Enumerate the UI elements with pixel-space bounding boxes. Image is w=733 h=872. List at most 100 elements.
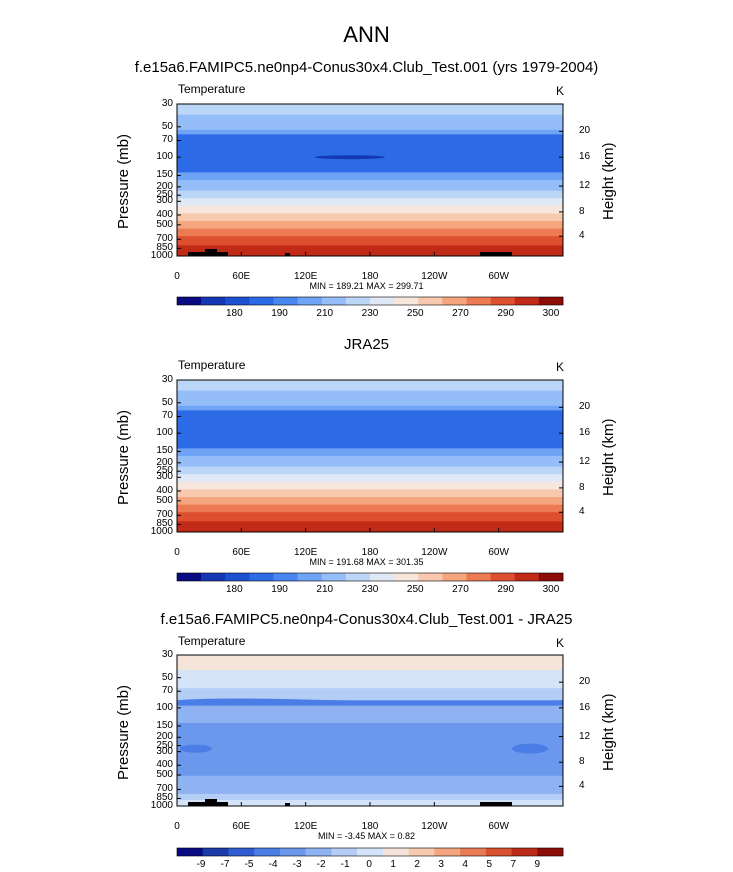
- panel1-contour-band: [177, 172, 563, 181]
- panel3-colorbar-swatch: [434, 848, 461, 856]
- panel1-colorbar-swatch: [442, 297, 467, 305]
- panel3-colorbar-label: 1: [390, 859, 396, 870]
- panel1-colorbar-frame: [176, 296, 564, 306]
- panel1-colorbar-swatch: [201, 297, 226, 305]
- panel1-colorbar-swatch: [273, 297, 298, 305]
- panel1-ytick-label: 1000: [150, 250, 173, 261]
- panel2-contour-band: [177, 410, 563, 449]
- panel3-ytick-label: 200: [156, 731, 173, 743]
- panel2-ytick-label: 50: [161, 396, 173, 408]
- panel2-colorbar-label: 270: [452, 584, 469, 595]
- panel1-topography: [285, 253, 290, 256]
- panel2-unit-label: K: [556, 360, 565, 374]
- panel1-colorbar-swatch: [466, 297, 491, 305]
- panel3-colorbar-label: -3: [292, 859, 302, 870]
- panel2-contour-band: [177, 521, 563, 533]
- panel3-variable-label: Temperature: [178, 634, 246, 648]
- panel3-topography: [480, 802, 512, 806]
- panel2-colorbar-swatch: [321, 573, 347, 581]
- panel1-colorbar-swatch: [249, 297, 274, 305]
- panel3-xtick-label: 60W: [488, 821, 509, 832]
- panel2-contour-band: [177, 405, 563, 411]
- panel3-minmax: MIN = -3.45 MAX = 0.82: [317, 831, 416, 841]
- panel3-topography: [285, 803, 290, 806]
- panel3-unit-label: K: [556, 636, 565, 650]
- page-title: ANN: [343, 22, 390, 47]
- panel2-ytick-right-label: 4: [579, 506, 585, 518]
- panel3-colorbar-label: 0: [366, 859, 372, 870]
- panel2-ytick-label: 250: [156, 465, 173, 477]
- panel1-ytick-label: 200: [156, 180, 173, 192]
- panel2-colorbar-label: 300: [542, 584, 560, 595]
- panel1-colorbar-swatch: [370, 297, 395, 305]
- panel3-colorbar-frame: [176, 847, 564, 857]
- panel3-ytick-label: 150: [156, 719, 173, 731]
- panel1-colorbar-swatch: [177, 297, 202, 305]
- panel3-ytick-right-label: 8: [579, 756, 585, 768]
- panel1-contour-band: [177, 129, 563, 135]
- panel3-contour-band: [177, 793, 563, 801]
- panel2-ytick-label: 150: [156, 445, 173, 457]
- panel1-xtick-label: 120E: [293, 271, 318, 282]
- panel2-minmax: MIN = 191.68 MAX = 301.35: [309, 557, 424, 567]
- panel2-xtick-label: 0: [174, 547, 180, 558]
- panel2-colorbar-swatch: [442, 573, 467, 581]
- panel3-ytick-right-label: 16: [579, 701, 591, 713]
- panel1-ytick-label: 100: [156, 151, 173, 163]
- panel3-colorbar-label: 4: [462, 859, 468, 870]
- panel3-colorbar-swatch: [511, 848, 538, 856]
- panel2-contour-band: [177, 489, 563, 498]
- panel2-ytick-label: 300: [156, 471, 173, 483]
- panel3-colorbar-label: 7: [510, 859, 517, 870]
- panel3-contour-band: [177, 704, 563, 724]
- panel1-ytick-right-label: 12: [579, 180, 591, 192]
- panel3-colorbar-label: 9: [534, 859, 541, 870]
- panel1-xtick-label: 180: [361, 271, 379, 282]
- panel2-colorbar-swatch: [418, 573, 443, 581]
- panel2-colorbar-label: 290: [497, 584, 515, 595]
- panel2-xtick-label: 60W: [488, 547, 509, 558]
- panel1-ytick-right-label: 8: [579, 205, 585, 217]
- panel3-ytick-label: 700: [156, 783, 173, 795]
- panel3-colorbar-swatch: [279, 848, 306, 856]
- panel2-contour-band: [177, 474, 563, 483]
- panel1-ytick-label: 700: [156, 233, 173, 245]
- panel3-contour-band: [177, 688, 563, 701]
- panel1-contour-band: [177, 213, 563, 222]
- panel2-colorbar-swatch: [345, 573, 371, 581]
- panel1-contour-patch: [315, 155, 385, 160]
- panel1-ytick-right-label: 16: [579, 151, 591, 163]
- panel3-colorbar-swatch: [537, 848, 564, 856]
- panel2-colorbar-label: 180: [225, 584, 243, 595]
- panel3-ytick-label: 500: [156, 769, 173, 781]
- panel2-ytick-label: 850: [156, 518, 173, 530]
- panel1-colorbar-swatch: [538, 297, 564, 305]
- panel3-colorbar-label: -9: [196, 859, 206, 870]
- panel1-title: f.e15a6.FAMIPC5.ne0np4-Conus30x4.Club_Te…: [134, 59, 599, 76]
- panel3-contour-patch: [180, 744, 212, 753]
- panel2-xtick-label: 120W: [421, 547, 448, 558]
- panel1-contour-band: [177, 221, 563, 230]
- panel2-colorbar-swatch: [394, 573, 419, 581]
- panel1-ytick-label: 30: [161, 98, 173, 109]
- panel2-ytick-label: 100: [156, 427, 173, 439]
- panel1-contour-band: [177, 236, 563, 246]
- panel2-contour-band: [177, 466, 563, 475]
- panel3-ytick-label: 50: [161, 671, 173, 683]
- panel1-ytick-right-label: 4: [579, 230, 585, 242]
- panel1-unit-label: K: [556, 84, 565, 98]
- panel3-contour-patch: [512, 743, 548, 754]
- panel3-title: f.e15a6.FAMIPC5.ne0np4-Conus30x4.Club_Te…: [160, 611, 573, 628]
- panel3-colorbar-swatch: [202, 848, 229, 856]
- panel2-colorbar-label: 250: [406, 584, 424, 595]
- panel1-colorbar-swatch: [225, 297, 250, 305]
- panel2-ytick-right-label: 20: [579, 401, 591, 413]
- panel2-colorbar-swatch: [514, 573, 540, 581]
- panel1-colorbar-swatch: [394, 297, 419, 305]
- panel3-xtick-label: 0: [174, 821, 180, 832]
- panel2-contour-band: [177, 481, 563, 490]
- panel1-ytick-label: 250: [156, 189, 173, 201]
- panel3-ytick-label: 100: [156, 701, 173, 713]
- panel1-colorbar-label: 270: [452, 308, 469, 319]
- panel1-ytick-label: 300: [156, 195, 173, 207]
